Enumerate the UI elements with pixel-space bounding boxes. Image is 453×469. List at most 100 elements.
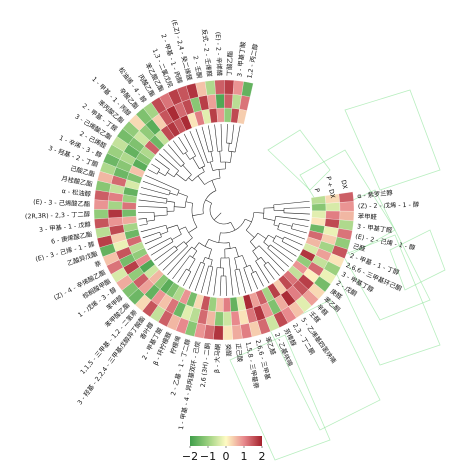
dendrogram-branch [267, 261, 280, 276]
dendrogram-branch [178, 136, 188, 152]
dendrogram-branch [255, 260, 270, 284]
dendrogram-branch [183, 151, 188, 155]
heatmap-cell [213, 325, 224, 341]
row-label: β - 大马酮 [212, 344, 222, 374]
dendrogram-branch [138, 218, 147, 220]
dendrogram-branch [220, 257, 222, 268]
colorbar-tick-label: 0 [223, 450, 230, 463]
dendrogram-branch [284, 236, 303, 246]
dendrogram-branch [260, 257, 267, 264]
dendrogram-branch [176, 173, 186, 182]
dendrogram-branch [283, 207, 310, 209]
dendrogram-branch [144, 236, 162, 245]
dendrogram-branch [209, 203, 231, 225]
row-label: 2,6 (3H) - 二酮 [199, 343, 212, 388]
row-label: 3 - 甲基 - 1 - 戊醇 [38, 219, 91, 234]
row-label: α - 紫罗兰醇 [357, 188, 394, 201]
row-label: 癸醛 [224, 344, 233, 358]
sample-label: P + DX [324, 176, 336, 200]
dendrogram-branch [167, 246, 193, 276]
dendrogram-branch [273, 216, 276, 225]
dendrogram-branch [214, 124, 218, 152]
dendrogram-tree [138, 124, 310, 296]
dendrogram-branch [185, 237, 193, 244]
dendrogram-branch [201, 167, 205, 172]
dendrogram-branch [201, 126, 209, 153]
dendrogram-branch [192, 157, 200, 169]
row-label: α - 松油醇 [61, 186, 92, 198]
dendrogram-branch [246, 229, 255, 238]
dendrogram-branch [210, 259, 213, 267]
heatmap-cell [311, 210, 327, 219]
dendrogram-branch [178, 192, 188, 197]
dendrogram-branch [275, 235, 284, 240]
heatmap-cell [231, 324, 243, 340]
dendrogram-branch [273, 224, 279, 227]
dendrogram-branch [258, 245, 285, 272]
heatmap-cell [325, 210, 341, 220]
dendrogram-branch [224, 246, 236, 250]
dendrogram-branch [267, 248, 289, 267]
dendrogram-branch [142, 231, 160, 239]
row-label: (E) - 2 - 辛烯醛 [214, 32, 225, 77]
dendrogram-branch [182, 164, 192, 175]
dendrogram-branch [242, 255, 248, 267]
dendrogram-branch [208, 249, 212, 259]
dendrogram-branch [165, 169, 170, 176]
heatmap-cell [93, 199, 109, 210]
heatmap-cell [107, 200, 123, 210]
dendrogram-branch [172, 140, 184, 155]
dendrogram-branch [281, 241, 300, 252]
dendrogram-branch [158, 171, 166, 176]
dendrogram-branch [275, 216, 310, 221]
dendrogram-branch [234, 269, 240, 295]
dendrogram-branch [250, 271, 256, 274]
dendrogram-branch [212, 168, 226, 171]
dendrogram-branch [199, 165, 206, 170]
dendrogram-branch [192, 213, 204, 216]
dendrogram-branch [189, 255, 196, 260]
dendrogram-branch [185, 152, 191, 160]
dendrogram-branch [205, 199, 212, 204]
dendrogram-branch [210, 151, 214, 162]
heatmap-cell [224, 93, 234, 109]
dendrogram-branch [234, 257, 238, 270]
dendrogram-branch [170, 237, 174, 242]
dendrogram-branch [198, 242, 212, 250]
dendrogram-branch [279, 222, 293, 227]
dendrogram-branch [148, 169, 158, 175]
dendrogram-branch [146, 219, 155, 222]
heatmap-cell [224, 107, 233, 123]
heatmap-cell [214, 311, 224, 327]
dendrogram-branch [228, 257, 234, 296]
dendrogram-branch [270, 244, 293, 262]
dendrogram-branch [250, 273, 259, 290]
dendrogram-branch [231, 124, 235, 144]
dendrogram-branch [255, 271, 264, 287]
colorbar-tick-label: −2 [182, 450, 198, 463]
dendrogram-branch [252, 250, 259, 260]
dendrogram-branch [263, 217, 275, 221]
dendrogram-branch [174, 206, 186, 208]
heatmap-cell [204, 80, 216, 96]
dendrogram-branch [213, 212, 222, 221]
colorbar-tick-label: −1 [200, 450, 216, 463]
dendrogram-branch [291, 228, 307, 234]
row-label: (Z) - 2 - 戊烯 - 1 - 醇 [358, 200, 420, 211]
dendrogram-branch [202, 190, 217, 214]
dendrogram-branch [176, 190, 180, 196]
dendrogram-branch [145, 175, 180, 191]
dendrogram-branch [158, 249, 178, 266]
dendrogram-branch [140, 187, 170, 196]
dendrogram-branch [272, 241, 297, 257]
heatmap-cell [223, 311, 232, 327]
dendrogram-branch [230, 222, 236, 231]
dendrogram-branch [207, 266, 214, 295]
dendrogram-branch [183, 133, 196, 157]
dendrogram-branch [186, 268, 192, 272]
dendrogram-branch [139, 223, 148, 226]
dendrogram-branch [154, 245, 175, 261]
dendrogram-branch [166, 224, 178, 229]
dendrogram-branch [154, 158, 170, 170]
